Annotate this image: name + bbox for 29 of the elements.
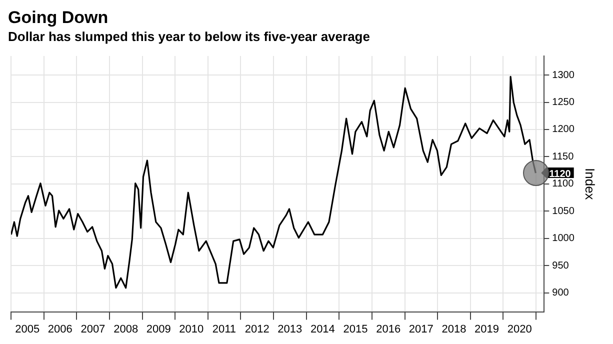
x-tick-label: 2014 [310,323,335,336]
chart-subtitle: Dollar has slumped this year to below its five-year average [8,28,371,45]
y-tick-label: 1100 [552,178,574,190]
x-tick-label: 2018 [442,323,466,336]
x-tick-label: 2013 [278,323,302,336]
x-tick-label: 2008 [114,323,138,336]
y-axis-title: Index [582,168,598,200]
y-tick-label: 1000 [552,233,575,244]
x-tick-label: 2006 [48,323,72,336]
y-tick-label: 900 [552,288,570,298]
x-tick-label: 2017 [408,323,434,336]
x-tick-label: 2009 [146,323,171,336]
x-tick-label: 2010 [179,323,204,336]
x-tick-label: 2007 [80,323,106,336]
x-tick-label: 2020 [507,323,532,336]
y-tick-label: 1200 [552,124,575,136]
chart-title: Going Down [8,8,110,28]
y-tick-label: 1250 [552,97,575,108]
annotation: 1120 [549,168,572,180]
x-tick-label: 2005 [15,323,40,336]
x-tick-label: 2016 [376,323,401,336]
x-tick-label: 2011 [212,323,236,336]
y-tick-label: 950 [552,260,570,272]
x-tick-label: 2019 [474,323,499,336]
y-tick-label: 1300 [552,70,575,81]
y-tick-label: 1150 [552,151,574,162]
x-tick-label: 2012 [244,323,270,336]
x-tick-label: 2015 [343,323,368,336]
y-tick-label: 1050 [552,206,575,217]
